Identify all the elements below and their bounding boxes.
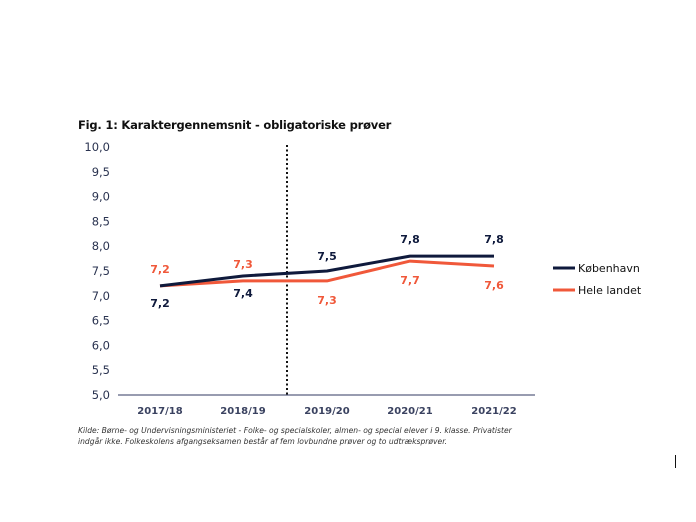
text-cursor [675, 455, 676, 468]
x-tick-label: 2017/18 [137, 406, 182, 417]
data-label: 7,3 [233, 258, 253, 271]
legend-label: Hele landet [578, 284, 642, 297]
data-label: 7,2 [150, 263, 170, 276]
y-tick-label: 6,0 [92, 338, 110, 352]
data-label: 7,4 [233, 287, 253, 300]
y-tick-label: 5,0 [92, 388, 110, 402]
y-tick-label: 8,0 [92, 239, 110, 253]
y-tick-label: 8,5 [92, 214, 110, 228]
y-tick-label: 10,0 [84, 140, 110, 154]
y-tick-label: 7,0 [92, 289, 110, 303]
series-line-koebenhavn [159, 254, 494, 288]
source-note: Kilde: Børne- og Undervisningsministerie… [78, 426, 512, 446]
data-label: 7,5 [317, 250, 337, 263]
x-tick-label: 2019/20 [304, 406, 349, 417]
y-tick-label: 6,5 [92, 314, 110, 328]
chart-title: Fig. 1: Karaktergennemsnit - obligatoris… [78, 118, 392, 132]
y-tick-label: 7,5 [92, 264, 110, 278]
data-label: 7,3 [317, 294, 337, 307]
x-tick-label: 2021/22 [471, 406, 516, 417]
x-tick-label: 2020/21 [387, 406, 432, 417]
x-tick-label: 2018/19 [220, 406, 265, 417]
legend-label: København [578, 262, 640, 275]
y-tick-label: 5,5 [92, 363, 110, 377]
data-label: 7,8 [400, 233, 420, 246]
y-tick-label: 9,0 [92, 190, 110, 204]
data-label: 7,8 [484, 233, 504, 246]
data-label: 7,6 [484, 279, 504, 292]
y-tick-label: 9,5 [92, 165, 110, 179]
data-label: 7,2 [150, 297, 170, 310]
series-line-hele-landet [159, 259, 495, 288]
data-label: 7,7 [400, 274, 420, 287]
